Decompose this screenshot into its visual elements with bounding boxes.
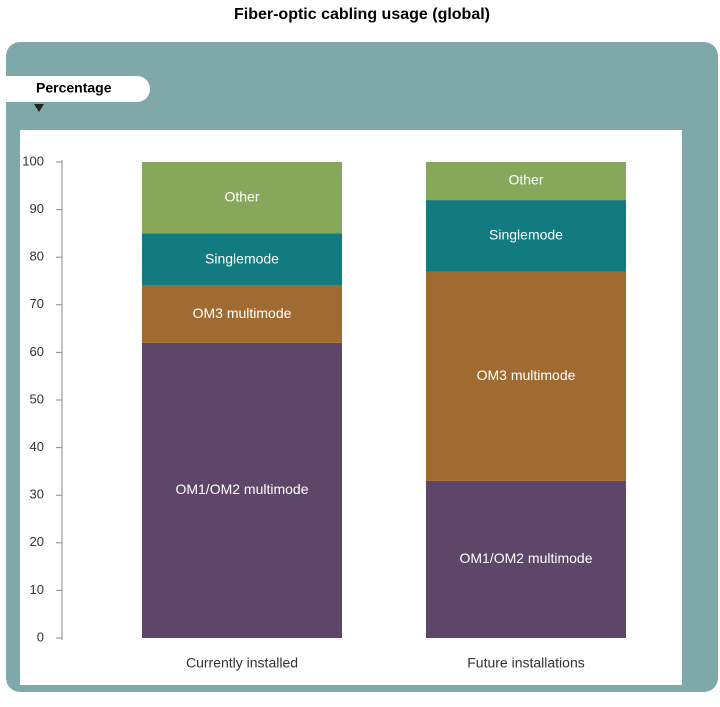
- y-axis-label: Percentage: [36, 80, 112, 96]
- y-tick-label: 70: [30, 296, 44, 311]
- y-tick-label: 100: [22, 153, 44, 168]
- y-tick-label: 80: [30, 249, 44, 264]
- arrow: [34, 104, 44, 112]
- chart-title: Fiber-optic cabling usage (global): [234, 6, 490, 23]
- segment-label: Other: [508, 172, 543, 188]
- x-tick-label: Currently installed: [186, 655, 298, 671]
- bar-segment: [142, 162, 342, 234]
- bar-segment: [142, 285, 342, 343]
- bar-segment: [426, 200, 626, 272]
- bar-segment: [142, 233, 342, 286]
- bar-segment: [426, 271, 626, 481]
- bar-segment: [426, 480, 626, 638]
- y-tick-label: 60: [30, 344, 44, 359]
- y-tick-label: 40: [30, 439, 44, 454]
- y-label-tab: [0, 76, 150, 102]
- segment-label: Other: [224, 188, 259, 204]
- segment-label: OM3 multimode: [193, 305, 292, 321]
- segment-label: OM3 multimode: [477, 367, 576, 383]
- y-tick-label: 30: [30, 487, 44, 502]
- y-tick-label: 20: [30, 534, 44, 549]
- segment-label: Singlemode: [205, 250, 279, 266]
- y-tick-label: 90: [30, 201, 44, 216]
- y-tick-label: 10: [30, 582, 44, 597]
- y-tick-label: 0: [37, 629, 44, 644]
- segment-label: Singlemode: [489, 226, 563, 242]
- segment-label: OM1/OM2 multimode: [175, 481, 308, 497]
- x-tick-label: Future installations: [467, 655, 585, 671]
- y-tick-label: 50: [30, 391, 44, 406]
- segment-label: OM1/OM2 multimode: [459, 550, 592, 566]
- bar-segment: [142, 342, 342, 638]
- bar-segment: [426, 162, 626, 201]
